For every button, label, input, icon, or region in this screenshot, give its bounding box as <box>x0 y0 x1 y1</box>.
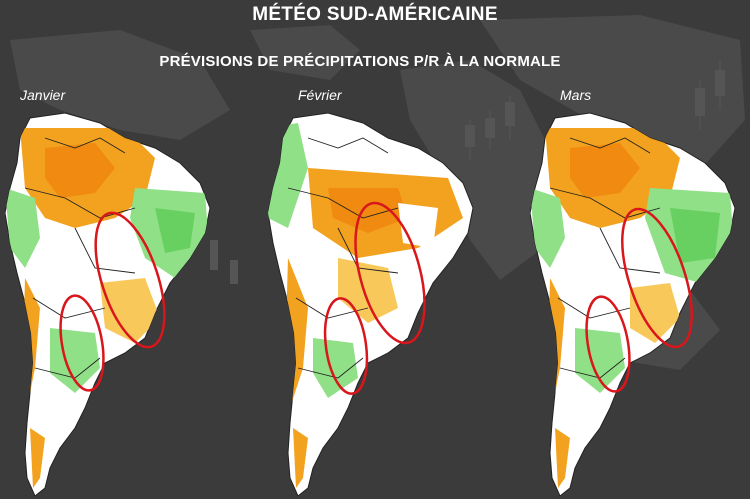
highlight-ellipse-south <box>585 295 631 393</box>
precip-map-february <box>268 112 474 497</box>
page-title: MÉTÉO SUD-AMÉRICAINE <box>252 4 498 25</box>
highlight-ellipse-north <box>621 207 693 349</box>
highlight-ellipse-north <box>354 201 426 345</box>
month-label-march: Mars <box>560 87 592 103</box>
highlight-ellipse-south <box>323 297 369 395</box>
page-subtitle: PRÉVISIONS DE PRÉCIPITATIONS P/R À LA NO… <box>159 53 561 70</box>
highlight-ellipse-south <box>59 294 105 392</box>
precip-map-march <box>530 112 736 497</box>
month-label-february: Février <box>298 87 342 103</box>
month-label-january: Janvier <box>20 87 66 103</box>
highlight-ellipse-north <box>94 211 166 349</box>
precip-map-january <box>5 112 211 497</box>
